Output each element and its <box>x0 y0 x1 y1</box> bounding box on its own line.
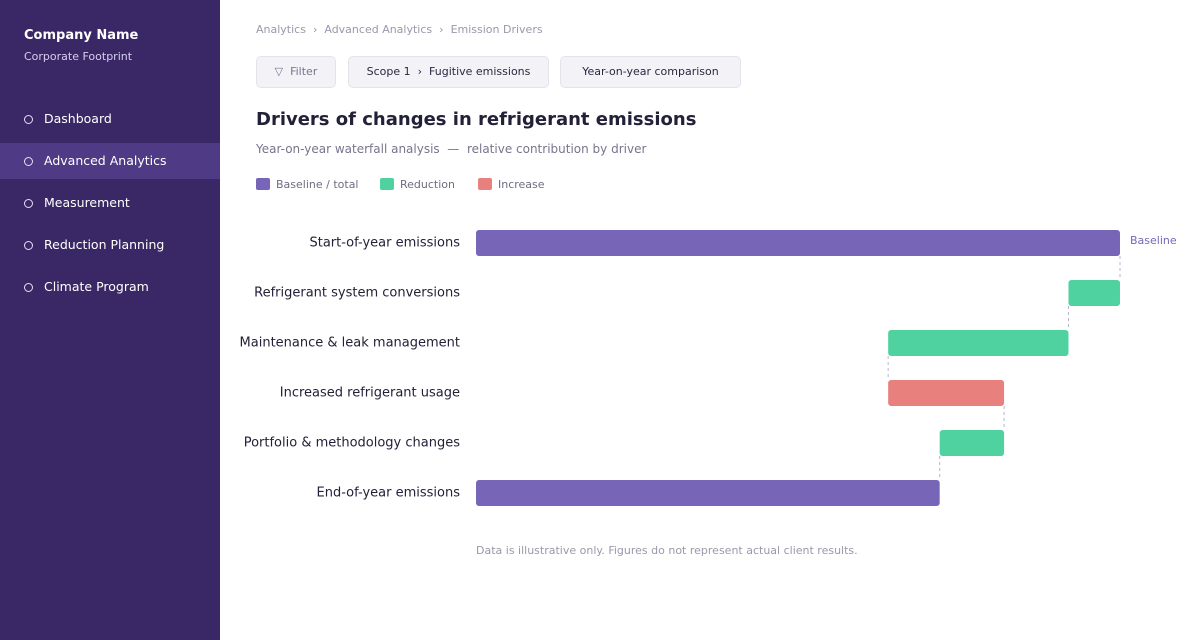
category-label: Start-of-year emissions <box>309 236 460 251</box>
footnote: Data is illustrative only. Figures do no… <box>476 544 858 557</box>
filter-label: Filter <box>290 65 318 78</box>
bar <box>476 480 940 506</box>
comparison-button[interactable]: Year-on-year comparison <box>560 56 741 88</box>
legend-item: Increase <box>478 178 545 191</box>
category-label: Portfolio & methodology changes <box>244 436 461 451</box>
nav-label: Dashboard <box>44 111 112 126</box>
scope-button[interactable]: Scope 1 › Fugitive emissions <box>348 56 549 88</box>
bar <box>1068 280 1120 306</box>
filter-button[interactable]: ▽ Filter <box>256 56 336 88</box>
bar <box>888 330 1069 356</box>
company-name: Company Name <box>24 28 139 43</box>
nav-bullet <box>24 115 33 124</box>
legend-swatch <box>478 178 492 190</box>
legend-item: Reduction <box>380 178 455 191</box>
bar <box>476 230 1120 256</box>
category-label: Maintenance & leak management <box>240 336 460 351</box>
legend-label: Increase <box>498 178 545 191</box>
nav-item[interactable]: Dashboard <box>0 101 220 137</box>
company-subtitle: Corporate Footprint <box>24 50 133 63</box>
chart: Start-of-year emissions Refrigerant syste… <box>240 230 1177 506</box>
nav-item[interactable]: Measurement <box>0 185 220 221</box>
annotation: Baseline <box>1130 234 1177 247</box>
category-label: Increased refrigerant usage <box>280 386 460 401</box>
nav-item[interactable]: Advanced Analytics <box>0 143 220 179</box>
breadcrumb: Analytics › Advanced Analytics › Emission Dr… <box>256 23 543 36</box>
nav-label: Climate Program <box>44 279 149 294</box>
sidebar: Company Name Corporate Footprint Dashboa… <box>0 0 220 640</box>
nav-bullet <box>24 241 33 250</box>
crumb[interactable]: Advanced Analytics <box>324 23 433 36</box>
legend-label: Reduction <box>400 178 455 191</box>
legend-swatch <box>256 178 270 190</box>
nav-item[interactable]: Reduction Planning <box>0 227 220 263</box>
nav-bullet <box>24 157 33 166</box>
nav-item[interactable]: Climate Program <box>0 269 220 305</box>
legend-label: Baseline / total <box>276 178 359 191</box>
category-label: Refrigerant system conversions <box>254 286 460 301</box>
chart-subtitle: Year-on-year waterfall analysis — relati… <box>256 142 647 156</box>
nav-label: Advanced Analytics <box>44 153 167 168</box>
comparison: Year-on-year comparison <box>582 65 719 78</box>
bar <box>939 430 1005 456</box>
legend-item: Baseline / total <box>256 178 359 191</box>
nav-label: Reduction Planning <box>44 237 165 252</box>
legend-swatch <box>380 178 394 190</box>
crumb: Emission Drivers <box>450 23 543 36</box>
bar <box>888 380 1005 406</box>
scope: Scope 1 <box>366 65 411 78</box>
nav-label: Measurement <box>44 195 130 210</box>
nav-bullet <box>24 283 33 292</box>
nav-bullet <box>24 199 33 208</box>
scope-detail: Fugitive emissions <box>429 65 531 78</box>
crumb[interactable]: Analytics <box>256 23 306 36</box>
category-label: End-of-year emissions <box>317 486 461 501</box>
chart-title: Drivers of changes in refrigerant emissi… <box>256 109 697 130</box>
